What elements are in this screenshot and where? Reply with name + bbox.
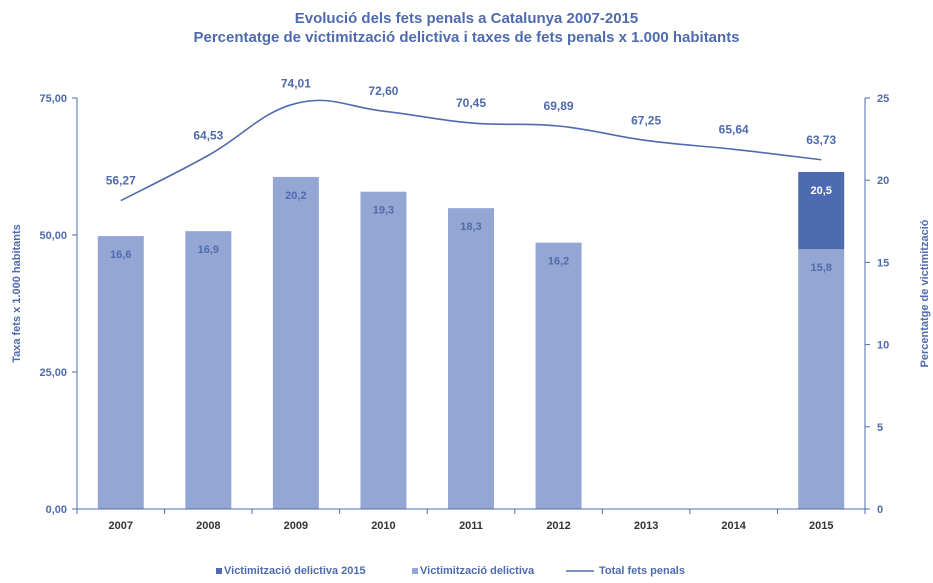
- y-left-tick-label: 0,00: [46, 504, 67, 516]
- line-label: 72,60: [368, 84, 398, 98]
- bar-victimitzacio: [272, 176, 319, 510]
- y-right-tick-label: 15: [877, 257, 889, 269]
- bar-label: 20,2: [285, 190, 306, 202]
- bar-label-2015: 20,5: [811, 185, 832, 197]
- bar-label: 16,9: [198, 244, 219, 256]
- bar-label: 19,3: [373, 205, 394, 217]
- x-tick-label: 2008: [196, 520, 220, 532]
- x-tick-label: 2014: [721, 520, 746, 532]
- line-label: 64,53: [193, 128, 223, 142]
- bar-victimitzacio: [535, 242, 582, 509]
- bar-victimitzacio: [185, 231, 232, 509]
- x-tick-label: 2012: [546, 520, 570, 532]
- line-label: 56,27: [106, 174, 136, 188]
- line-total-fets-penals: [120, 99, 822, 202]
- y-left-tick-label: 75,00: [39, 93, 67, 105]
- line-label: 67,25: [631, 113, 661, 127]
- bar-label: 15,8: [811, 262, 832, 274]
- line-label: 65,64: [719, 122, 749, 136]
- line-label: 63,73: [806, 133, 836, 147]
- bar-victimitzacio: [97, 236, 144, 509]
- x-tick-label: 2009: [284, 520, 308, 532]
- legend-swatch-2015: [216, 568, 222, 574]
- y-right-tick-label: 0: [877, 504, 883, 516]
- x-tick-label: 2013: [634, 520, 658, 532]
- bar-label: 16,6: [110, 249, 131, 261]
- y-right-tick-label: 5: [877, 422, 883, 434]
- y-right-tick-label: 10: [877, 340, 889, 352]
- x-tick-label: 2015: [809, 520, 833, 532]
- y-left-tick-label: 50,00: [39, 230, 67, 242]
- chart-title: Evolució dels fets penals a Catalunya 20…: [294, 10, 639, 27]
- bar-victimitzacio-2015: [798, 171, 845, 250]
- x-tick-label: 2011: [459, 520, 483, 532]
- y-left-tick-label: 25,00: [39, 367, 67, 379]
- chart-subtitle: Percentatge de victimització delictiva i…: [193, 29, 740, 46]
- y-left-axis-label: Taxa fets x 1.000 habitants: [11, 224, 23, 363]
- line-label: 70,45: [456, 96, 486, 110]
- legend-label-victimitzacio: Victimització delictiva: [420, 565, 535, 577]
- line-label: 69,89: [544, 99, 574, 113]
- y-right-tick-label: 20: [877, 175, 889, 187]
- bar-label: 16,2: [548, 256, 569, 268]
- x-tick-label: 2010: [371, 520, 395, 532]
- y-right-tick-label: 25: [877, 93, 889, 105]
- legend-label-total: Total fets penals: [599, 565, 685, 577]
- y-right-axis-label: Percentatge de victimització: [919, 219, 931, 367]
- legend-label-2015: Victimització delictiva 2015: [224, 565, 366, 577]
- bar-victimitzacio: [360, 191, 407, 509]
- x-tick-label: 2007: [109, 520, 133, 532]
- bar-victimitzacio: [798, 249, 845, 510]
- bar-label: 18,3: [460, 221, 481, 233]
- legend-swatch-victimitzacio: [412, 568, 418, 574]
- line-label: 74,01: [281, 76, 311, 90]
- bar-victimitzacio: [448, 208, 494, 509]
